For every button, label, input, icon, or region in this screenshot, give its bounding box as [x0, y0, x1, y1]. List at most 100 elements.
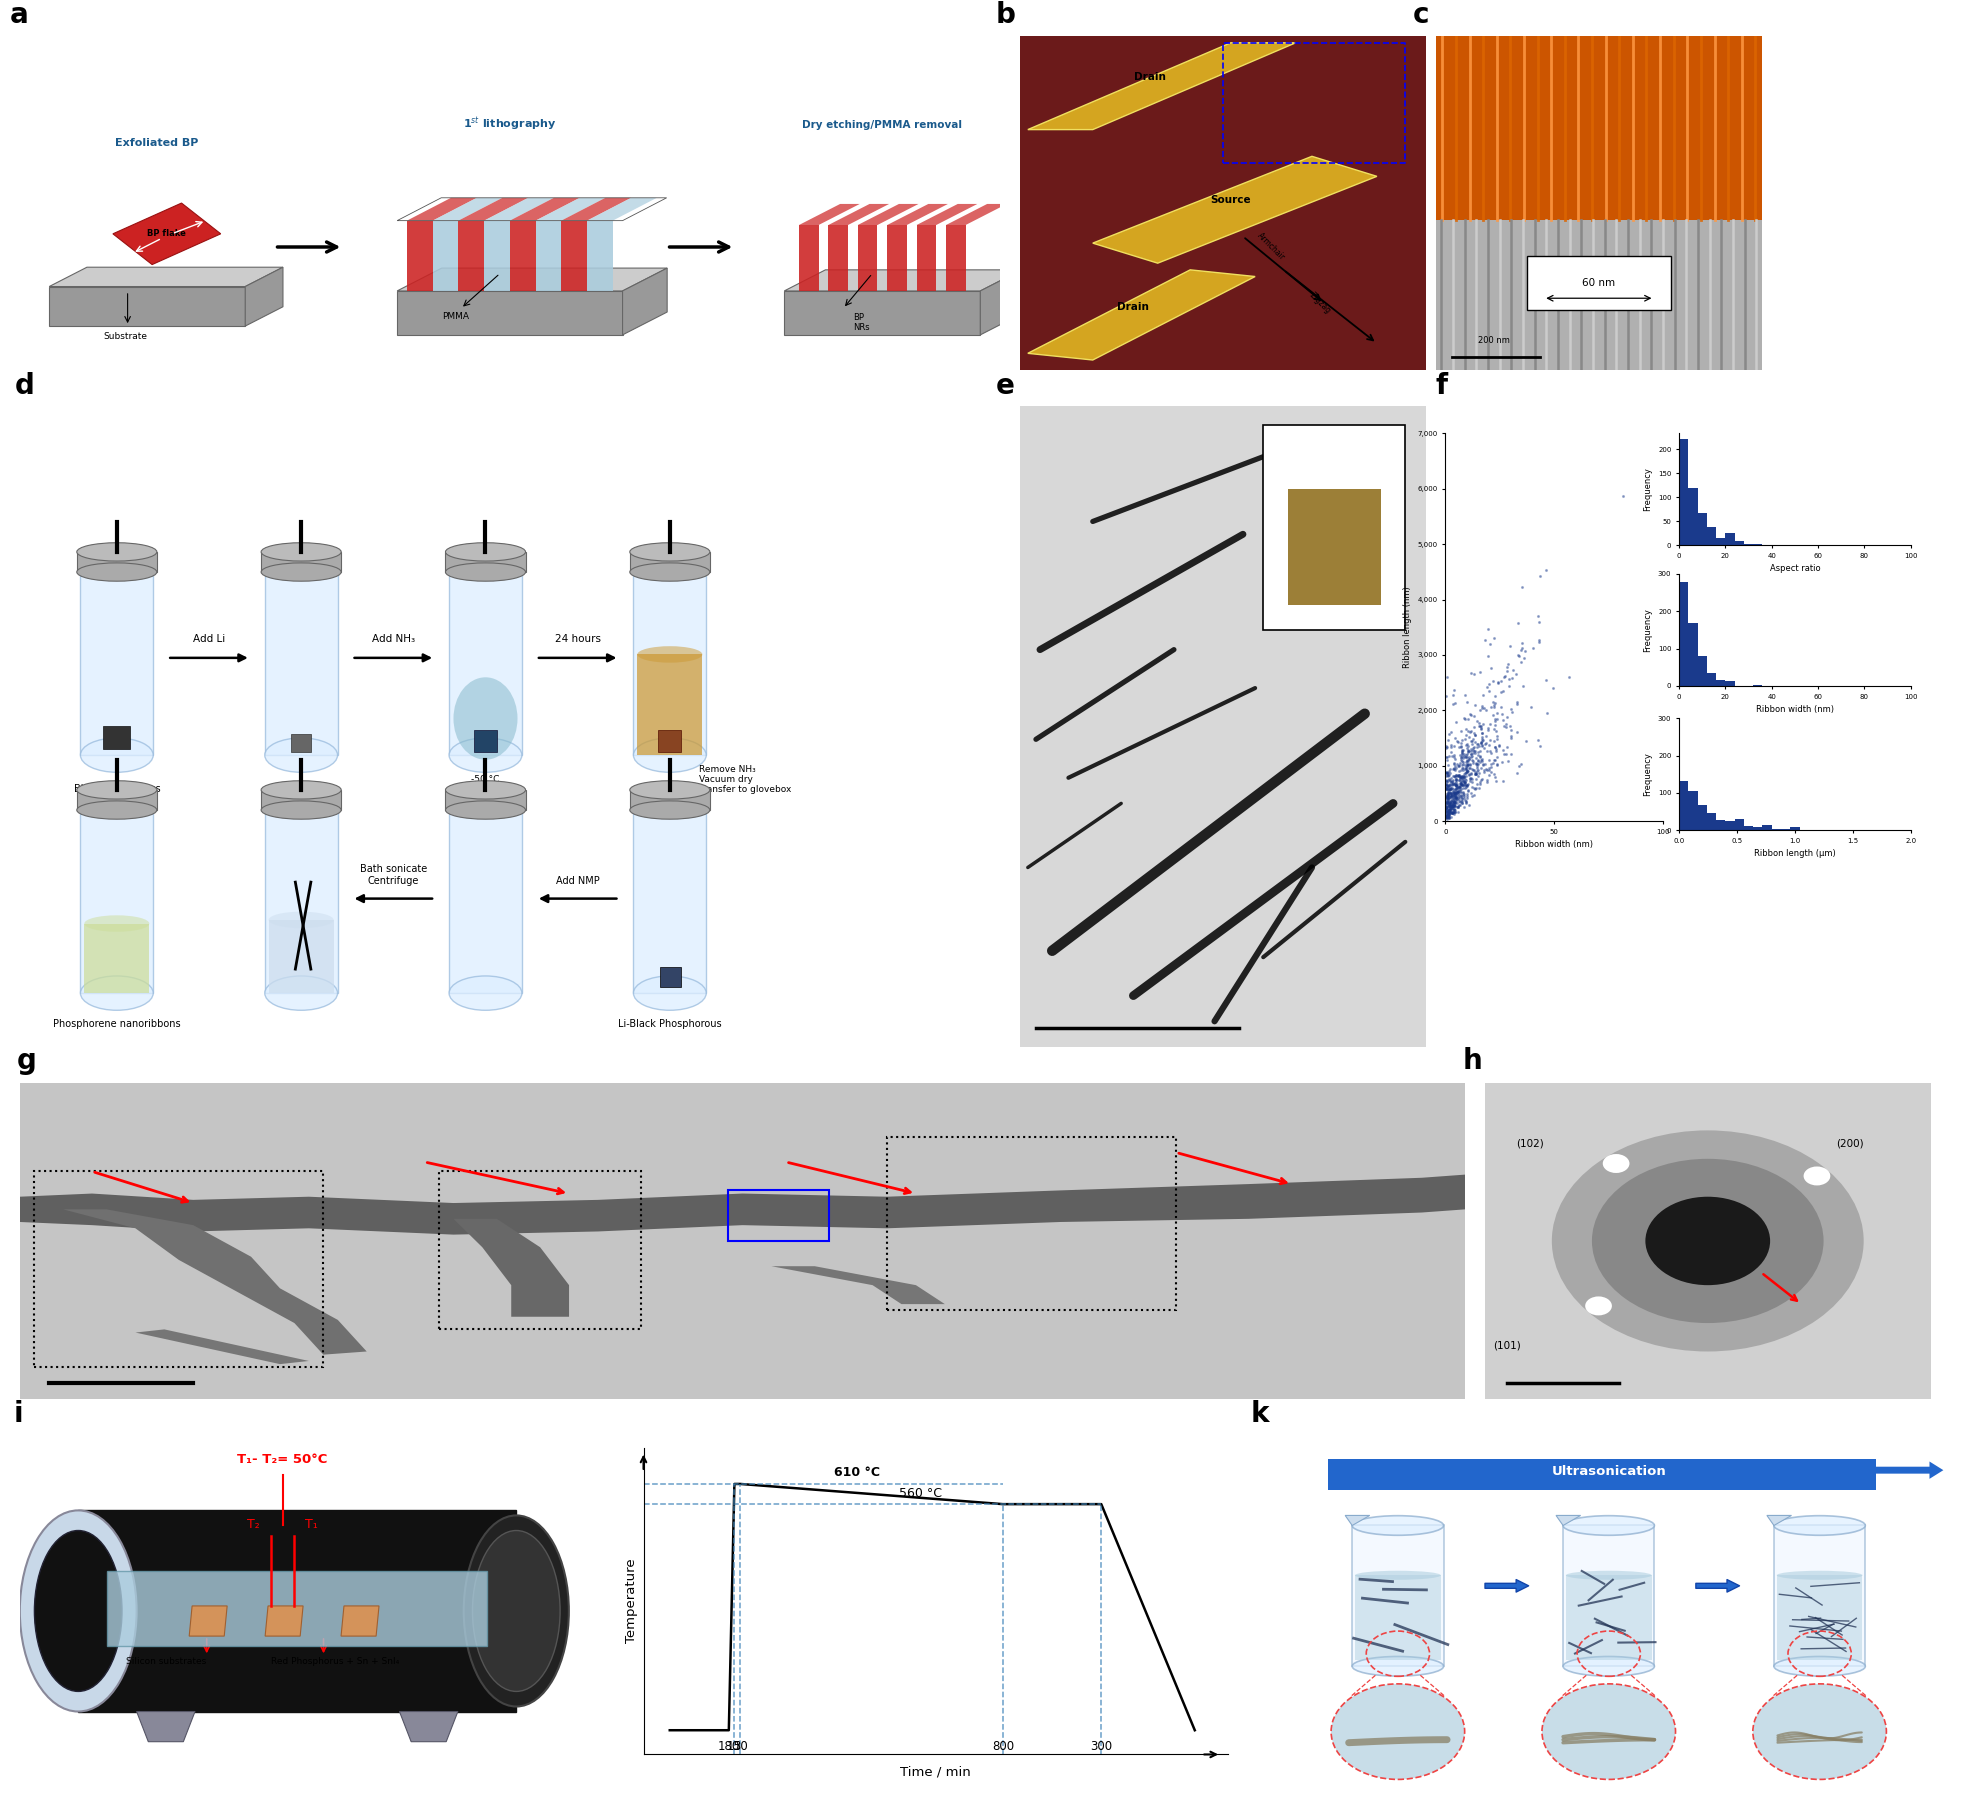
Point	[1489, 661, 1521, 690]
Point	[1457, 661, 1489, 690]
Point	[1439, 782, 1471, 810]
Point	[1445, 785, 1477, 814]
Point	[1434, 773, 1465, 801]
Bar	[1717, 679, 1725, 686]
Point	[1449, 731, 1481, 760]
Point	[1449, 765, 1481, 794]
Text: Add Li: Add Li	[192, 634, 226, 644]
Bar	[634, 810, 707, 993]
Point	[1437, 762, 1469, 791]
Point	[1449, 726, 1481, 754]
Point	[1467, 693, 1499, 722]
Point	[1437, 778, 1469, 807]
Point	[1434, 798, 1465, 827]
Point	[1445, 778, 1477, 807]
Polygon shape	[535, 220, 560, 291]
Bar	[630, 791, 711, 810]
Point	[1434, 765, 1465, 794]
Point	[1432, 774, 1463, 803]
Point	[1489, 711, 1521, 740]
Point	[1430, 774, 1461, 803]
Point	[1469, 733, 1501, 762]
Point	[1430, 792, 1461, 821]
Bar	[1734, 542, 1744, 545]
Point	[1517, 634, 1548, 662]
Point	[1487, 662, 1519, 691]
Point	[1430, 774, 1461, 803]
Point	[1432, 783, 1463, 812]
Point	[1463, 659, 1495, 688]
Point	[1432, 733, 1463, 762]
Point	[1447, 754, 1479, 783]
Point	[1449, 767, 1481, 796]
Point	[1443, 765, 1475, 794]
Point	[1436, 789, 1467, 818]
Point	[1434, 796, 1465, 825]
Bar	[1436, 220, 1762, 370]
Point	[1443, 774, 1475, 803]
Polygon shape	[1766, 1516, 1792, 1525]
Bar	[1679, 581, 1689, 686]
Point	[1432, 803, 1463, 832]
Point	[1439, 744, 1471, 773]
Point	[1489, 740, 1521, 769]
Point	[1432, 800, 1463, 828]
Point	[1437, 749, 1469, 778]
Text: i: i	[14, 1401, 24, 1428]
Point	[1432, 783, 1463, 812]
Point	[1439, 783, 1471, 812]
Point	[1434, 774, 1465, 803]
Point	[1451, 771, 1483, 800]
Point	[1434, 791, 1465, 819]
Point	[1461, 745, 1493, 774]
Point	[1432, 801, 1463, 830]
Point	[1432, 787, 1463, 816]
Point	[1453, 744, 1485, 773]
Point	[1434, 796, 1465, 825]
Point	[1479, 691, 1511, 720]
Point	[1485, 693, 1517, 722]
Bar	[630, 552, 711, 572]
Bar	[1762, 825, 1772, 830]
Polygon shape	[1028, 43, 1295, 130]
Point	[1437, 800, 1469, 828]
Point	[1455, 717, 1487, 745]
Point	[1437, 776, 1469, 805]
Point	[1430, 792, 1461, 821]
Ellipse shape	[634, 977, 707, 1011]
Point	[1449, 754, 1481, 783]
Text: -50 °C
Li·NH₃ solution: -50 °C Li·NH₃ solution	[451, 774, 519, 794]
Polygon shape	[398, 291, 622, 336]
Ellipse shape	[34, 1531, 123, 1691]
Point	[1485, 666, 1517, 695]
Point	[1455, 729, 1487, 758]
Point	[1453, 760, 1485, 789]
Point	[1441, 771, 1473, 800]
Point	[1449, 762, 1481, 791]
Point	[1443, 751, 1475, 780]
Point	[1467, 691, 1499, 720]
Point	[1475, 709, 1507, 738]
Point	[1451, 773, 1483, 801]
Bar	[1697, 655, 1707, 686]
Point	[1473, 677, 1505, 706]
Point	[1493, 671, 1525, 700]
Point	[1437, 794, 1469, 823]
Point	[1445, 789, 1477, 818]
Bar	[1697, 805, 1707, 830]
Point	[1453, 736, 1485, 765]
Point	[1475, 758, 1507, 787]
Polygon shape	[772, 1267, 944, 1303]
Point	[1430, 794, 1461, 823]
Point	[1437, 680, 1469, 709]
Text: Red Phosphorus + Sn + SnI₄: Red Phosphorus + Sn + SnI₄	[271, 1657, 400, 1666]
Point	[1455, 751, 1487, 780]
Bar	[1725, 682, 1734, 686]
Text: Add NMP: Add NMP	[556, 875, 600, 886]
Point	[1481, 742, 1513, 771]
Point	[1441, 792, 1473, 821]
Text: 180: 180	[717, 1740, 741, 1753]
Point	[1477, 745, 1509, 774]
Bar	[1707, 527, 1717, 545]
Point	[1437, 796, 1469, 825]
